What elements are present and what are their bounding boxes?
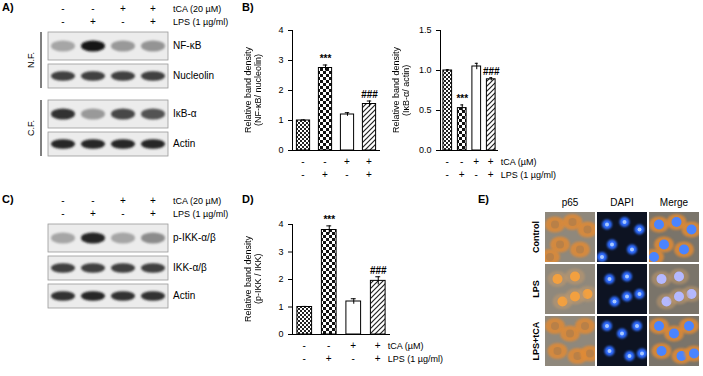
svg-text:3: 3 (278, 247, 283, 257)
html-text:(p-IKK / IKK): (p-IKK / IKK) (252, 253, 263, 305)
html-text:C): C) (2, 193, 14, 205)
svg-text:1: 1 (278, 115, 283, 125)
svg-text:***: *** (456, 93, 468, 104)
svg-text:LPS (1 µg/ml): LPS (1 µg/ml) (173, 17, 228, 27)
svg-text:-: - (121, 16, 124, 27)
svg-text:+: + (120, 195, 126, 206)
svg-text:tCA (20 µM): tCA (20 µM) (173, 4, 221, 14)
svg-text:+: + (150, 3, 156, 14)
svg-text:Merge: Merge (660, 197, 689, 208)
svg-text:###: ### (361, 89, 378, 100)
svg-text:Nucleolin: Nucleolin (173, 70, 214, 81)
svg-text:0: 0 (278, 145, 283, 155)
svg-text:LPS (1 µg/ml): LPS (1 µg/ml) (173, 209, 228, 219)
svg-text:4: 4 (278, 219, 283, 229)
svg-text:Actin: Actin (173, 290, 195, 301)
svg-text:4: 4 (278, 25, 283, 35)
svg-text:###: ### (370, 265, 387, 276)
html-text:B): B) (242, 1, 254, 13)
html-text:E): E) (478, 193, 489, 205)
html-text:Relative band density: Relative band density (391, 47, 401, 133)
svg-text:+: + (90, 208, 96, 219)
svg-text:0: 0 (278, 329, 283, 339)
svg-text:***: *** (323, 214, 335, 225)
svg-text:2: 2 (278, 85, 283, 95)
html-text:Relative band density: Relative band density (243, 236, 253, 322)
svg-text:-: - (121, 208, 124, 219)
svg-text:-: - (61, 3, 64, 14)
svg-text:Actin: Actin (173, 138, 195, 149)
html-text:(IκB-α/ actin): (IκB-α/ actin) (400, 64, 411, 116)
svg-text:-: - (91, 195, 94, 206)
svg-text:N.F.: N.F. (26, 52, 36, 68)
svg-text:LPS: LPS (531, 280, 541, 298)
svg-text:0.5: 0.5 (419, 105, 432, 115)
svg-text:0.0: 0.0 (419, 145, 432, 155)
svg-text:+: + (150, 195, 156, 206)
svg-text:p-IKK-α/β: p-IKK-α/β (173, 232, 216, 243)
svg-text:DAPI: DAPI (610, 197, 633, 208)
svg-text:-: - (91, 3, 94, 14)
html-text:D): D) (242, 193, 254, 205)
svg-text:2: 2 (278, 274, 283, 284)
svg-text:IκB-α: IκB-α (173, 108, 197, 119)
svg-text:LPS+tCA: LPS+tCA (531, 321, 541, 360)
svg-text:tCA (20 µM): tCA (20 µM) (173, 196, 221, 206)
svg-text:-: - (61, 208, 64, 219)
svg-text:+: + (150, 16, 156, 27)
html-text:A): A) (2, 1, 14, 13)
svg-text:1.5: 1.5 (419, 25, 432, 35)
html-text:tCA (µM): tCA (µM) (500, 157, 537, 167)
svg-text:3: 3 (278, 55, 283, 65)
svg-text:p65: p65 (562, 197, 579, 208)
svg-text:C.F.: C.F. (26, 120, 36, 136)
svg-text:NF-κB: NF-κB (173, 40, 202, 51)
svg-text:+: + (90, 16, 96, 27)
html-text:tCA (µM): tCA (µM) (387, 341, 424, 351)
svg-text:-: - (61, 16, 64, 27)
html-text:LPS (1 µg/ml): LPS (1 µg/ml) (500, 170, 556, 180)
svg-text:IKK-α/β: IKK-α/β (173, 262, 207, 273)
html-text:Relative band density: Relative band density (243, 47, 253, 133)
svg-text:1.0: 1.0 (419, 65, 432, 75)
svg-text:Control: Control (531, 221, 541, 253)
svg-text:1: 1 (278, 302, 283, 312)
html-text:(NF-κB/ nucleolin): (NF-κB/ nucleolin) (252, 54, 263, 126)
svg-text:-: - (61, 195, 64, 206)
svg-text:+: + (150, 208, 156, 219)
svg-text:+: + (120, 3, 126, 14)
svg-text:***: *** (320, 53, 332, 64)
html-text:LPS (1 µg/ml): LPS (1 µg/ml) (387, 354, 443, 364)
svg-text:###: ### (483, 66, 500, 77)
